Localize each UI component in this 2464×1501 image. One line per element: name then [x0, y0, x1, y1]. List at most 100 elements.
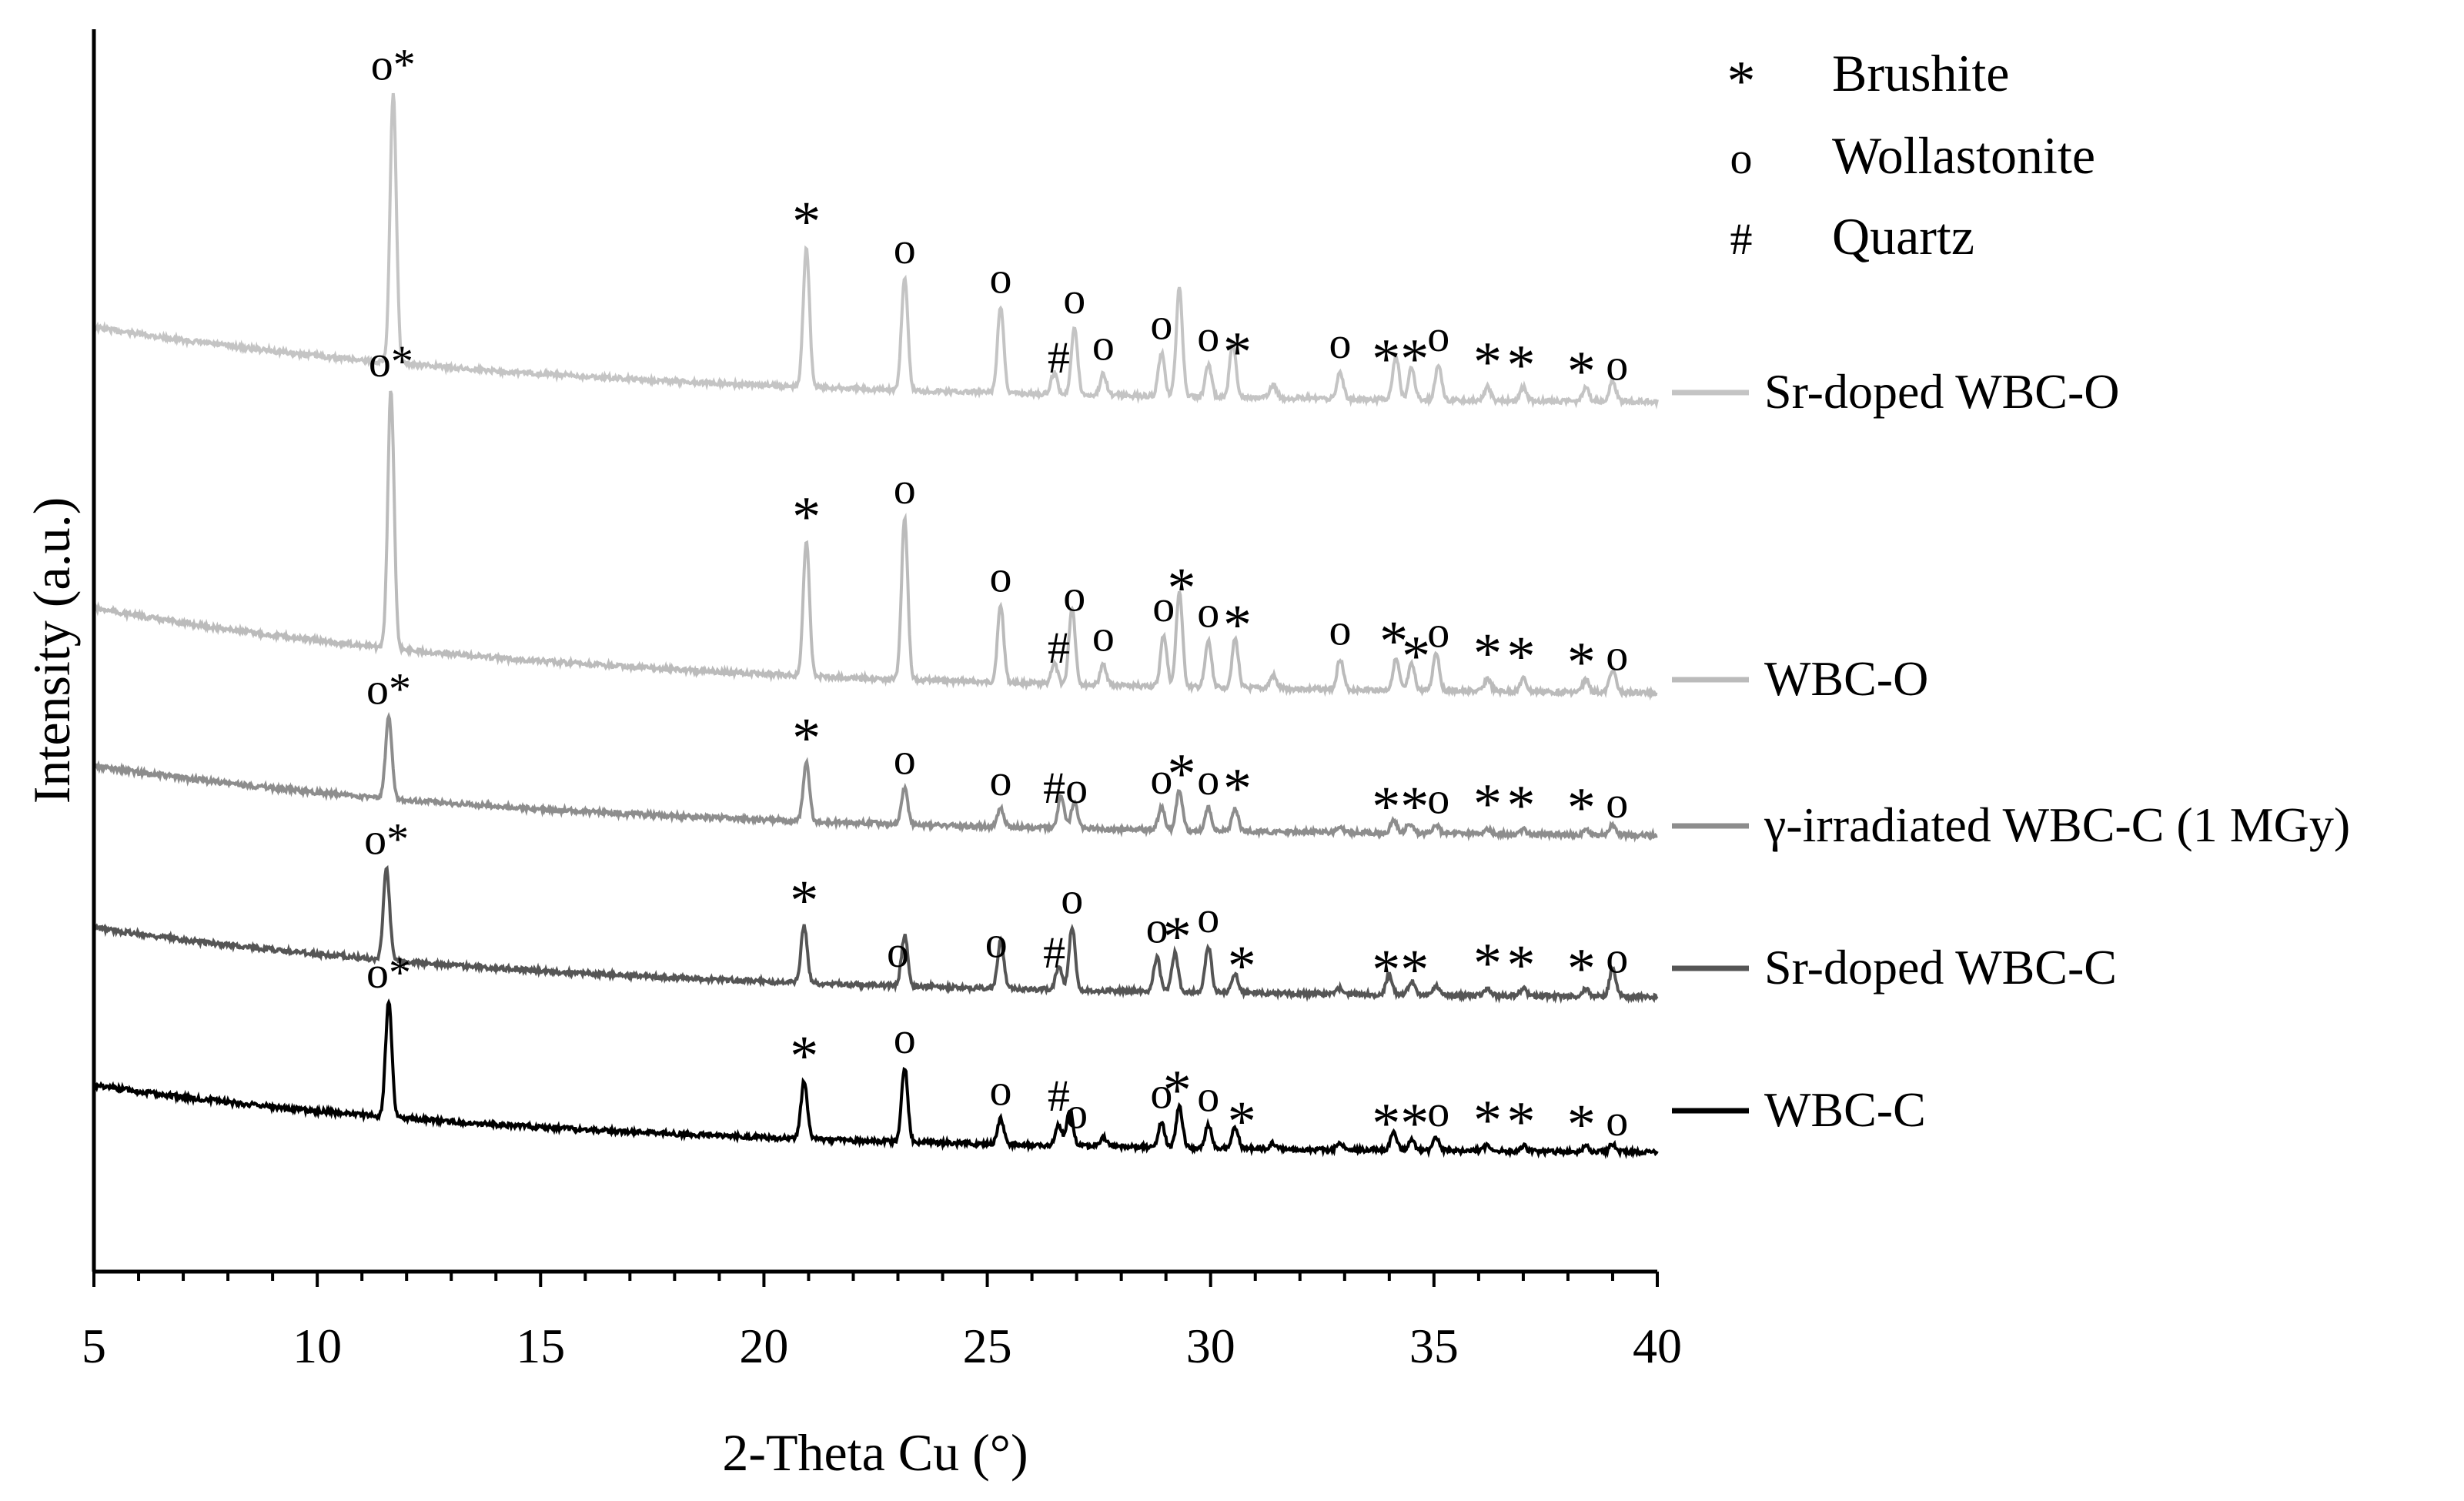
peak-mark: * [1228, 1090, 1256, 1153]
series-label: WBC-C [1764, 1082, 1926, 1137]
peak-mark: o [1150, 1068, 1172, 1118]
peak-mark: * [790, 870, 818, 933]
peak-mark: o [1146, 903, 1168, 953]
legend-label: Brushite [1832, 44, 2009, 102]
peak-mark: * [1473, 1089, 1502, 1152]
peak-mark: o [1092, 610, 1115, 660]
x-tick-label: 20 [739, 1319, 788, 1373]
peak-mark: o [1427, 1086, 1449, 1136]
x-tick-label: 35 [1409, 1319, 1459, 1373]
peak-mark: * [1507, 774, 1536, 837]
peak-mark: o [894, 734, 916, 784]
series-line-3 [92, 864, 1659, 1005]
peak-mark: o [1427, 607, 1449, 657]
peak-mark: o [990, 1065, 1012, 1115]
legend-symbol: o [1730, 133, 1753, 183]
peak-marks-layer: o** oo#oo o o * o **o * * * oo** oo#ooo* o * o **o * * * oo… [364, 39, 1628, 1156]
peak-mark: o* [366, 948, 411, 998]
peak-mark: * [790, 1025, 818, 1088]
peak-mark: o [1197, 892, 1219, 942]
series-line-4 [92, 998, 1659, 1160]
series-labels-layer: Sr-doped WBC-O WBC-O γ-irradiated WBC-C (1… [1672, 364, 2350, 1137]
peak-mark: # [1048, 623, 1070, 673]
peak-mark: * [1223, 757, 1252, 821]
peak-mark: * [1507, 626, 1536, 689]
peak-mark: * [1567, 938, 1596, 1001]
legend-symbol: # [1730, 214, 1753, 264]
legend-label: Quartz [1832, 207, 1974, 266]
peak-mark: * [1567, 777, 1596, 840]
peak-mark: o [887, 927, 909, 977]
peak-mark: o [1150, 299, 1172, 349]
series-label: WBC-O [1764, 651, 1928, 706]
peak-mark: o [1152, 581, 1175, 631]
peak-mark: * [1223, 593, 1252, 657]
peak-mark: * [1223, 321, 1252, 384]
x-tick-label: 15 [516, 1319, 565, 1373]
peak-mark: ** [1372, 328, 1429, 391]
peak-mark: o [1329, 318, 1352, 368]
peak-mark: o [1063, 570, 1085, 620]
peak-mark: * [1163, 906, 1192, 969]
peak-mark: o [1606, 1095, 1628, 1145]
peak-mark: * [792, 486, 821, 549]
peak-mark: ** [1372, 1092, 1429, 1155]
peak-mark: * [1473, 622, 1502, 685]
peak-mark: # [1048, 1071, 1070, 1121]
peak-mark: * [1507, 1091, 1536, 1154]
peak-mark: #o [1043, 763, 1088, 813]
peak-mark: o [990, 551, 1012, 601]
peak-mark: * [1168, 557, 1196, 620]
peak-mark: # [1048, 333, 1070, 383]
peak-mark: * [1228, 935, 1256, 998]
peak-mark: * [1473, 773, 1502, 836]
peak-mark: o [1197, 1071, 1219, 1121]
peak-mark: * [1402, 625, 1430, 688]
series-label: Sr-doped WBC-C [1764, 940, 2117, 995]
x-tick-label: 25 [963, 1319, 1012, 1373]
y-axis-title: Intensity (a.u.) [22, 497, 81, 804]
peak-mark: o [985, 918, 1008, 968]
peak-mark: o [1061, 874, 1083, 924]
peak-mark: o [990, 252, 1012, 303]
peak-mark: o [1606, 630, 1628, 680]
peak-mark: * [1473, 932, 1502, 995]
peak-mark: * [1507, 934, 1536, 997]
series-line-1 [93, 390, 1658, 701]
legend-label: Wollastonite [1832, 126, 2095, 185]
series-layer [92, 92, 1659, 1160]
peak-mark: * [792, 191, 821, 254]
x-tick-label: 10 [293, 1319, 342, 1373]
peak-mark: o [1427, 311, 1449, 361]
peak-mark: o [894, 223, 916, 273]
peak-mark: o [1606, 340, 1628, 390]
peak-mark: * [1163, 1059, 1192, 1122]
peak-mark: o [1197, 587, 1219, 637]
x-ticks-layer: 5 10 15 20 25 30 35 40 [82, 1272, 1682, 1373]
peak-mark: o [1065, 1088, 1088, 1138]
series-label: γ-irradiated WBC-C (1 MGy) [1764, 797, 2350, 852]
legend-symbol: * [1727, 50, 1756, 113]
legend: * Brushite o Wollastonite # Quartz [1727, 44, 2096, 266]
x-tick-label: 40 [1633, 1319, 1682, 1373]
peak-mark: o [1606, 777, 1628, 827]
peak-mark: o [894, 1013, 916, 1063]
peak-mark: o [1092, 319, 1115, 369]
peak-mark: o* [371, 39, 416, 89]
peak-mark: o [1197, 311, 1219, 361]
peak-mark: o* [369, 336, 413, 386]
peak-mark: o [990, 755, 1012, 805]
peak-mark: o [1329, 605, 1352, 655]
peak-mark: o [1427, 774, 1449, 824]
peak-mark: * [1379, 610, 1408, 674]
series-label: Sr-doped WBC-O [1764, 364, 2120, 419]
peak-mark: # [1043, 928, 1065, 978]
peak-mark: o [1606, 933, 1628, 983]
peak-mark: o [1063, 273, 1085, 323]
series-line-0 [92, 92, 1659, 410]
peak-mark: * [1567, 340, 1596, 403]
peak-mark: * [1473, 331, 1502, 394]
peak-mark: * [1567, 631, 1596, 694]
peak-mark: o [1150, 754, 1172, 804]
